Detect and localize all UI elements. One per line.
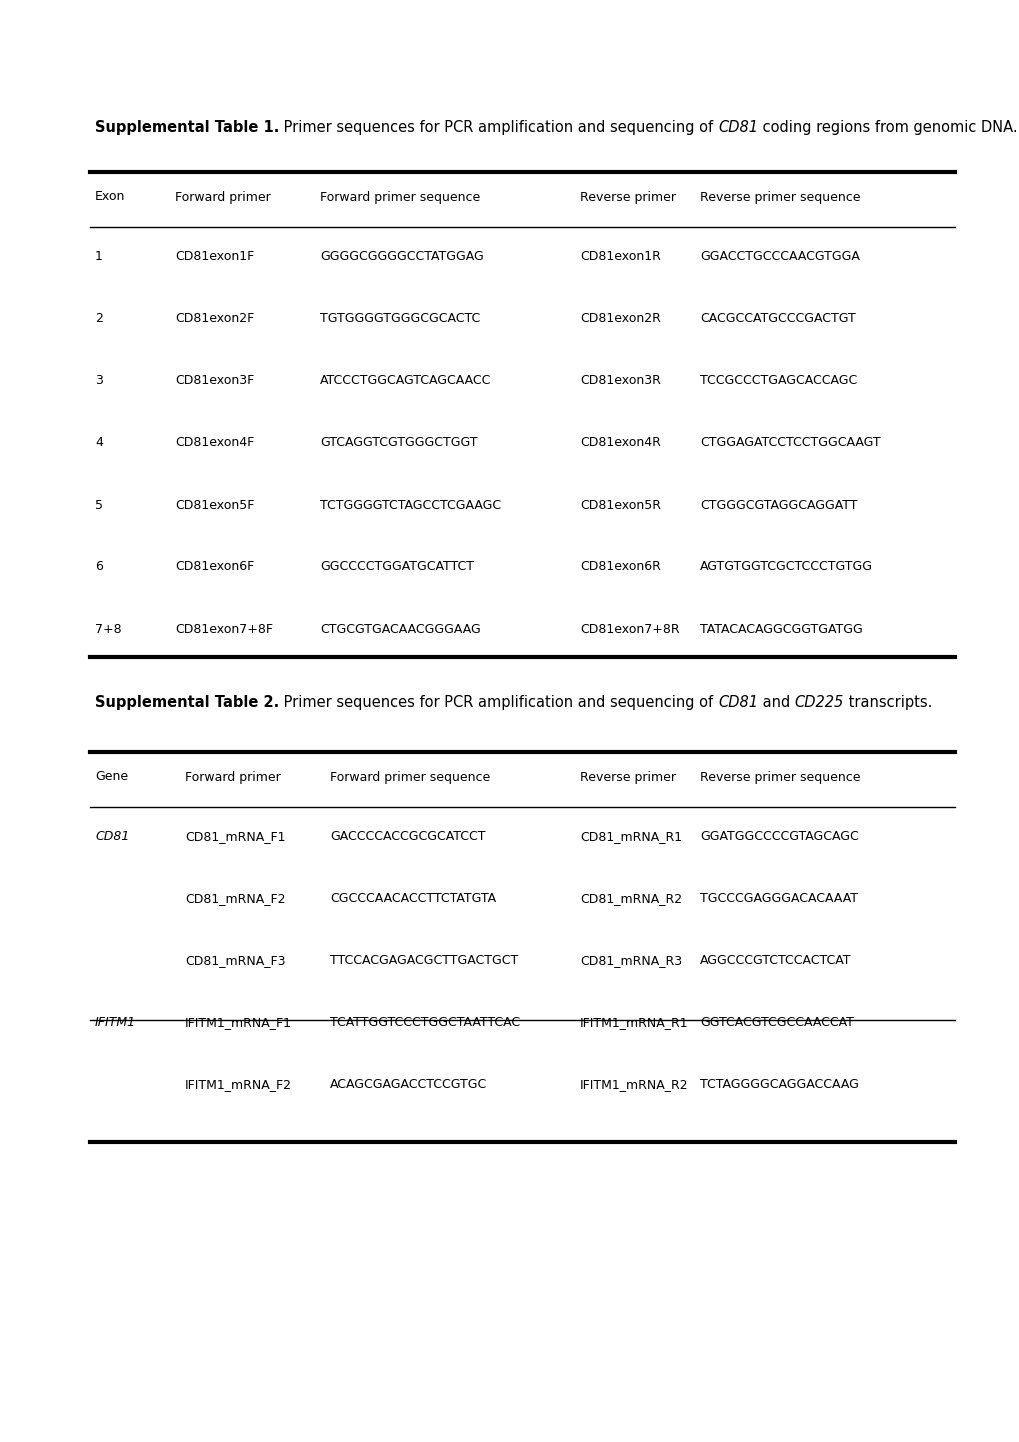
Text: GGACCTGCCCAACGTGGA: GGACCTGCCCAACGTGGA <box>699 251 859 264</box>
Text: ATCCCTGGCAGTCAGCAACC: ATCCCTGGCAGTCAGCAACC <box>320 375 491 388</box>
Text: Reverse primer sequence: Reverse primer sequence <box>699 190 860 203</box>
Text: 2: 2 <box>95 313 103 326</box>
Text: CD81_mRNA_F2: CD81_mRNA_F2 <box>184 893 285 906</box>
Text: CD81exon2R: CD81exon2R <box>580 313 660 326</box>
Text: and: and <box>757 695 794 709</box>
Text: CD81exon7+8R: CD81exon7+8R <box>580 623 679 636</box>
Text: GGATGGCCCCGTAGCAGC: GGATGGCCCCGTAGCAGC <box>699 831 858 844</box>
Text: CD81: CD81 <box>717 695 757 709</box>
Text: Reverse primer sequence: Reverse primer sequence <box>699 770 860 783</box>
Text: CD81: CD81 <box>717 120 757 136</box>
Text: 4: 4 <box>95 437 103 450</box>
Text: TGCCCGAGGGACACAAAT: TGCCCGAGGGACACAAAT <box>699 893 857 906</box>
Text: CD81exon4F: CD81exon4F <box>175 437 254 450</box>
Text: ACAGCGAGACCTCCGTGC: ACAGCGAGACCTCCGTGC <box>330 1079 487 1092</box>
Text: 5: 5 <box>95 499 103 512</box>
Text: IFITM1_mRNA_R1: IFITM1_mRNA_R1 <box>580 1017 688 1030</box>
Text: GGTCACGTCGCCAACCAT: GGTCACGTCGCCAACCAT <box>699 1017 853 1030</box>
Text: TTCCACGAGACGCTTGACTGCT: TTCCACGAGACGCTTGACTGCT <box>330 955 518 968</box>
Text: TCATTGGTCCCTGGCTAATTCAC: TCATTGGTCCCTGGCTAATTCAC <box>330 1017 520 1030</box>
Text: 7+8: 7+8 <box>95 623 121 636</box>
Text: CD81exon5F: CD81exon5F <box>175 499 254 512</box>
Text: transcripts.: transcripts. <box>844 695 931 709</box>
Text: AGTGTGGTCGCTCCCTGTGG: AGTGTGGTCGCTCCCTGTGG <box>699 561 872 574</box>
Text: CD81exon2F: CD81exon2F <box>175 313 254 326</box>
Text: Supplemental Table 2.: Supplemental Table 2. <box>95 695 279 709</box>
Text: CTGGGCGTAGGCAGGATT: CTGGGCGTAGGCAGGATT <box>699 499 857 512</box>
Text: CD81exon1R: CD81exon1R <box>580 251 660 264</box>
Text: Exon: Exon <box>95 190 125 203</box>
Text: IFITM1_mRNA_F2: IFITM1_mRNA_F2 <box>184 1079 291 1092</box>
Text: 3: 3 <box>95 375 103 388</box>
Text: Reverse primer: Reverse primer <box>580 190 676 203</box>
Text: coding regions from genomic DNA.: coding regions from genomic DNA. <box>757 120 1017 136</box>
Text: GGCCCCTGGATGCATTCT: GGCCCCTGGATGCATTCT <box>320 561 474 574</box>
Text: Forward primer: Forward primer <box>175 190 270 203</box>
Text: CD81_mRNA_F3: CD81_mRNA_F3 <box>184 955 285 968</box>
Text: CACGCCATGCCCGACTGT: CACGCCATGCCCGACTGT <box>699 313 855 326</box>
Text: CD81exon3R: CD81exon3R <box>580 375 660 388</box>
Text: CD225: CD225 <box>794 695 844 709</box>
Text: GACCCCACCGCGCATCCT: GACCCCACCGCGCATCCT <box>330 831 485 844</box>
Text: CGCCCAACACCTTCTATGTA: CGCCCAACACCTTCTATGTA <box>330 893 495 906</box>
Text: 1: 1 <box>95 251 103 264</box>
Text: TCCGCCCTGAGCACCAGC: TCCGCCCTGAGCACCAGC <box>699 375 856 388</box>
Text: GGGGCGGGGCCTATGGAG: GGGGCGGGGCCTATGGAG <box>320 251 483 264</box>
Text: Supplemental Table 1.: Supplemental Table 1. <box>95 120 279 136</box>
Text: CTGGAGATCCTCCTGGCAAGT: CTGGAGATCCTCCTGGCAAGT <box>699 437 879 450</box>
Text: CTGCGTGACAACGGGAAG: CTGCGTGACAACGGGAAG <box>320 623 480 636</box>
Text: CD81exon3F: CD81exon3F <box>175 375 254 388</box>
Text: Gene: Gene <box>95 770 128 783</box>
Text: CD81exon6F: CD81exon6F <box>175 561 254 574</box>
Text: CD81exon5R: CD81exon5R <box>580 499 660 512</box>
Text: Forward primer sequence: Forward primer sequence <box>320 190 480 203</box>
Text: TCTAGGGGCAGGACCAAG: TCTAGGGGCAGGACCAAG <box>699 1079 858 1092</box>
Text: CD81_mRNA_R2: CD81_mRNA_R2 <box>580 893 682 906</box>
Text: Primer sequences for PCR amplification and sequencing of: Primer sequences for PCR amplification a… <box>279 120 717 136</box>
Text: Primer sequences for PCR amplification and sequencing of: Primer sequences for PCR amplification a… <box>279 695 717 709</box>
Text: IFITM1_mRNA_F1: IFITM1_mRNA_F1 <box>184 1017 291 1030</box>
Text: Forward primer: Forward primer <box>184 770 280 783</box>
Text: Forward primer sequence: Forward primer sequence <box>330 770 490 783</box>
Text: IFITM1: IFITM1 <box>95 1017 136 1030</box>
Text: TGTGGGGTGGGCGCACTC: TGTGGGGTGGGCGCACTC <box>320 313 480 326</box>
Text: 6: 6 <box>95 561 103 574</box>
Text: CD81exon7+8F: CD81exon7+8F <box>175 623 273 636</box>
Text: CD81_mRNA_R1: CD81_mRNA_R1 <box>580 831 682 844</box>
Text: GTCAGGTCGTGGGCTGGT: GTCAGGTCGTGGGCTGGT <box>320 437 477 450</box>
Text: AGGCCCGTCTCCACTCAT: AGGCCCGTCTCCACTCAT <box>699 955 851 968</box>
Text: IFITM1_mRNA_R2: IFITM1_mRNA_R2 <box>580 1079 688 1092</box>
Text: TATACACAGGCGGTGATGG: TATACACAGGCGGTGATGG <box>699 623 862 636</box>
Text: Reverse primer: Reverse primer <box>580 770 676 783</box>
Text: CD81: CD81 <box>95 831 129 844</box>
Text: CD81_mRNA_F1: CD81_mRNA_F1 <box>184 831 285 844</box>
Text: CD81exon4R: CD81exon4R <box>580 437 660 450</box>
Text: CD81exon1F: CD81exon1F <box>175 251 254 264</box>
Text: CD81exon6R: CD81exon6R <box>580 561 660 574</box>
Text: TCTGGGGTCTAGCCTCGAAGC: TCTGGGGTCTAGCCTCGAAGC <box>320 499 500 512</box>
Text: CD81_mRNA_R3: CD81_mRNA_R3 <box>580 955 682 968</box>
